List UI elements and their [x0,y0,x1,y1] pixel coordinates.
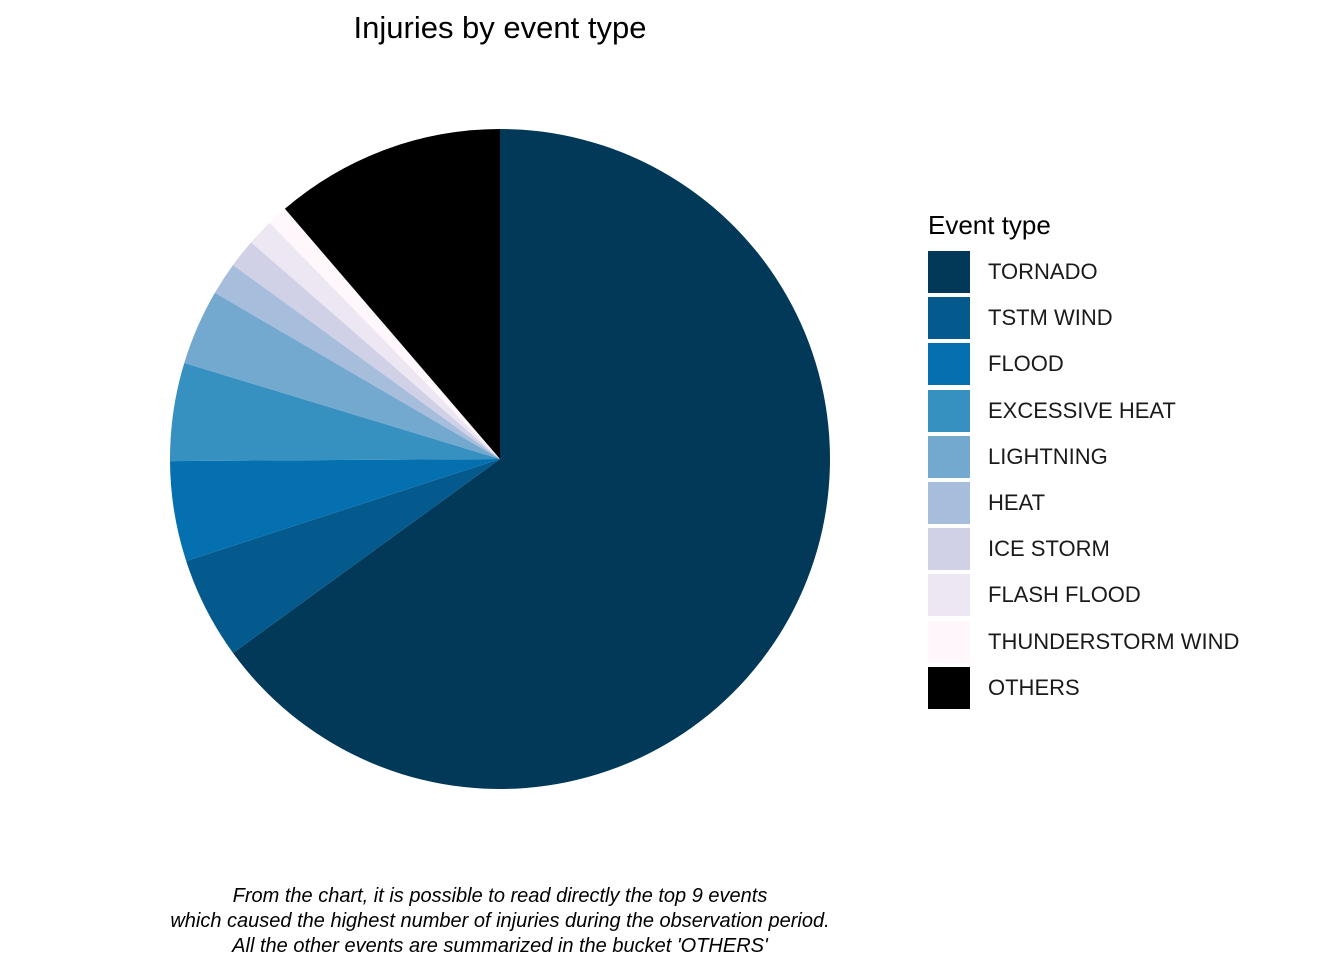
legend: Event type TORNADO TSTM WIND FLOOD EXCESSIV… [928,205,1239,711]
pie-slice-thunderstorm-wind [269,208,500,459]
legend-item-tornado: TORNADO [928,249,1239,295]
caption-line-2: which caused the highest number of injur… [170,910,830,932]
pie-slice-excessive-heat [169,362,500,462]
pie-chart [169,129,830,789]
pie-slice-ice-storm [233,242,500,459]
legend-swatch [928,251,970,294]
caption-line-1: From the chart, it is possible to read d… [232,885,768,907]
pie-slices [169,129,830,789]
legend-label: HEAT [988,490,1046,516]
legend-item-flash-flood: FLASH FLOOD [928,572,1239,618]
legend-label: TORNADO [988,259,1098,285]
legend-label: THUNDERSTORM WIND [988,628,1240,654]
legend-item-heat: HEAT [928,480,1239,526]
legend-items: TORNADO TSTM WIND FLOOD EXCESSIVE HEAT LIGHT… [928,249,1239,711]
pie-slice-heat [214,265,500,459]
pie-slice-lightning [184,292,500,459]
legend-swatch [928,297,970,340]
legend-item-tstm-wind: TSTM WIND [928,295,1239,341]
legend-swatch [928,343,970,386]
legend-swatch [928,574,970,617]
caption-line-3: All the other events are summarized in t… [232,935,768,957]
legend-label: EXCESSIVE HEAT [988,397,1176,423]
chart-title: Injuries by event type [353,10,647,45]
pie-slice-flood [170,459,500,561]
legend-item-others: OTHERS [928,665,1239,711]
legend-swatch [928,482,970,525]
legend-item-lightning: LIGHTNING [928,434,1239,480]
legend-swatch [928,435,970,478]
legend-item-thunderstorm-wind: THUNDERSTORM WIND [928,619,1239,665]
legend-label: FLOOD [988,351,1064,377]
legend-label: OTHERS [988,674,1080,700]
legend-swatch [928,528,970,571]
pie-slice-tstm-wind [186,459,500,653]
pie-slice-tornado [233,129,830,789]
legend-item-flood: FLOOD [928,341,1239,387]
legend-label: ICE STORM [988,536,1110,562]
legend-item-ice-storm: ICE STORM [928,526,1239,572]
legend-swatch [928,620,970,663]
pie-slice-flash-flood [251,222,500,459]
legend-swatch [928,666,970,709]
legend-label: LIGHTNING [988,443,1108,469]
pie-slice-others [284,129,500,459]
legend-swatch [928,389,970,432]
legend-label: FLASH FLOOD [988,582,1141,608]
legend-title: Event type [928,210,1051,240]
legend-label: TSTM WIND [988,305,1113,331]
legend-item-excessive-heat: EXCESSIVE HEAT [928,388,1239,434]
chart-caption: From the chart, it is possible to read d… [0,884,1000,959]
